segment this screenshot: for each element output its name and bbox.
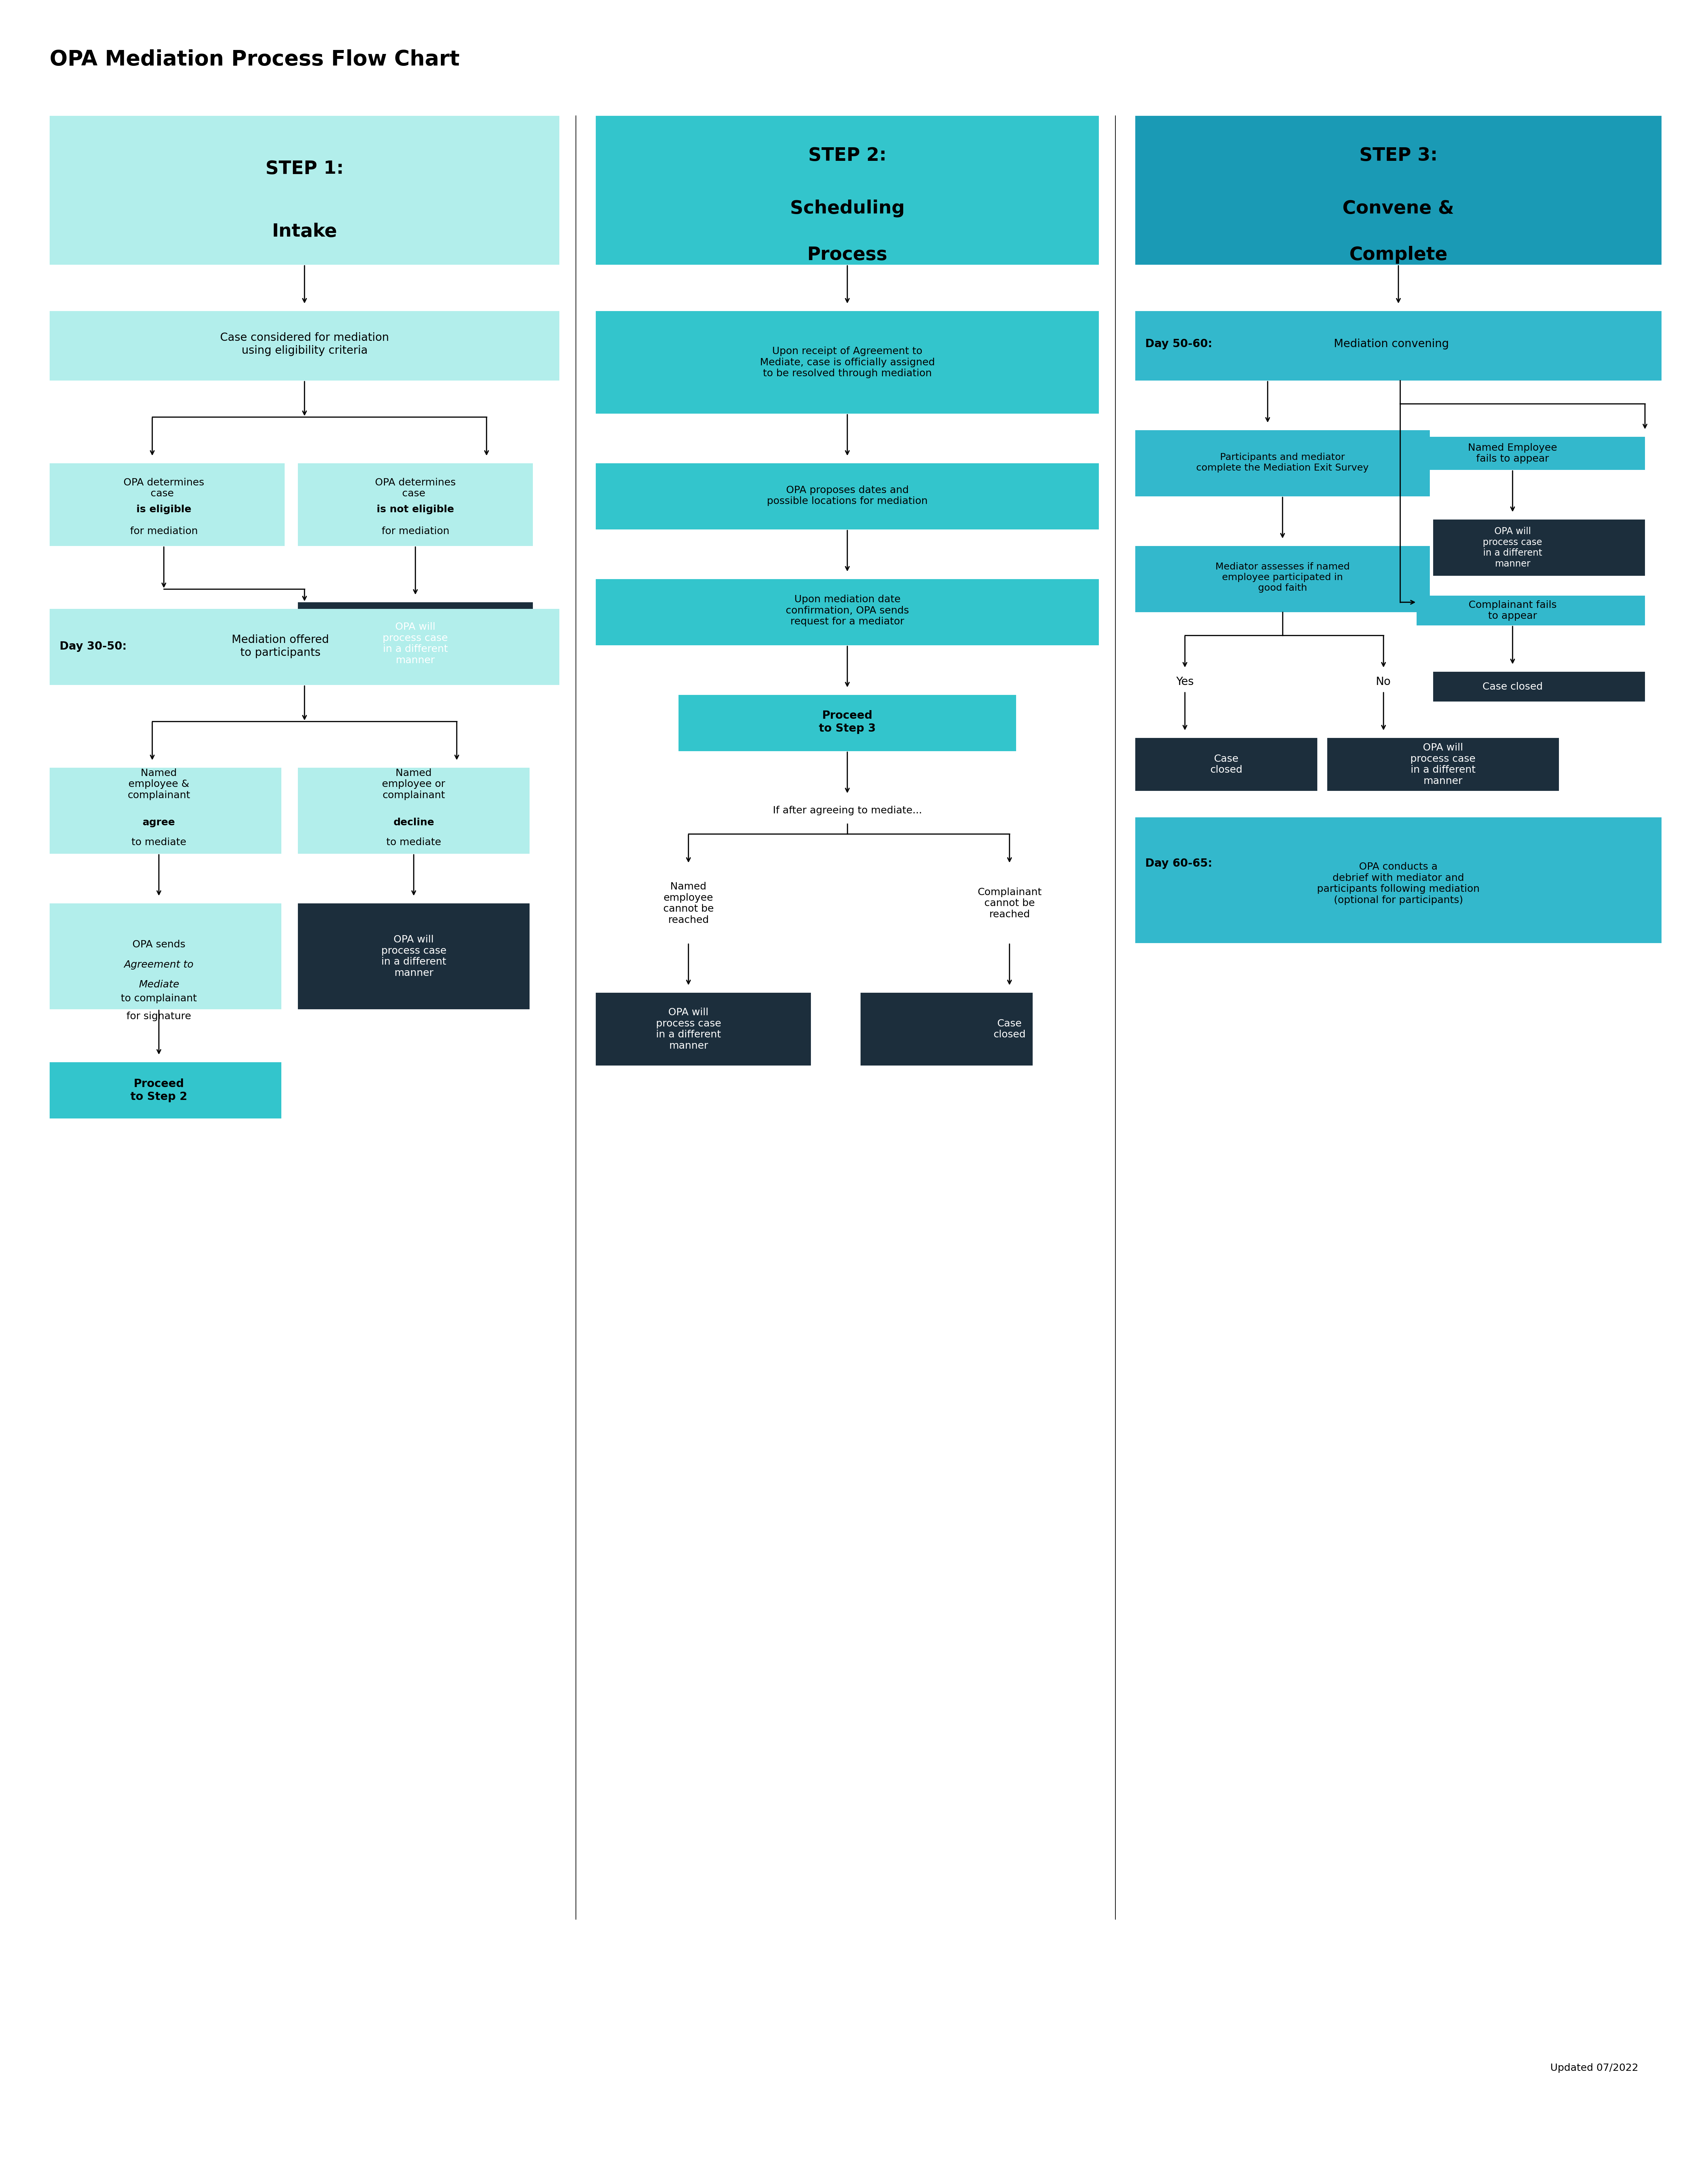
- Bar: [1433, 673, 1646, 701]
- Bar: [49, 769, 282, 854]
- Text: Upon mediation date
confirmation, OPA sends
request for a mediator: Upon mediation date confirmation, OPA se…: [785, 594, 908, 627]
- Text: to mediate: to mediate: [387, 836, 441, 847]
- Text: Participants and mediator
complete the Mediation Exit Survey: Participants and mediator complete the M…: [1197, 452, 1369, 472]
- Text: Upon receipt of Agreement to
Mediate, case is officially assigned
to be resolved: Upon receipt of Agreement to Mediate, ca…: [760, 347, 935, 378]
- Text: Day 60-65:: Day 60-65:: [1144, 858, 1212, 869]
- Text: Case
closed: Case closed: [1210, 753, 1242, 775]
- Text: STEP 1:: STEP 1:: [265, 159, 344, 177]
- Text: Named
employee or
complainant: Named employee or complainant: [381, 769, 446, 799]
- Text: OPA proposes dates and
possible locations for mediation: OPA proposes dates and possible location…: [766, 485, 928, 507]
- Text: Process: Process: [807, 247, 888, 264]
- Text: OPA determines
case: OPA determines case: [123, 478, 204, 498]
- Text: Convene &: Convene &: [1342, 199, 1453, 218]
- Text: to mediate: to mediate: [132, 836, 186, 847]
- Text: STEP 3:: STEP 3:: [1359, 146, 1438, 164]
- Bar: [596, 116, 1099, 264]
- Bar: [49, 609, 559, 686]
- Text: Mediation convening: Mediation convening: [1334, 339, 1448, 349]
- Bar: [49, 904, 282, 1009]
- Text: Updated 07/2022: Updated 07/2022: [1550, 2064, 1639, 2073]
- Text: for mediation: for mediation: [130, 526, 197, 535]
- Bar: [861, 994, 1033, 1066]
- Bar: [596, 310, 1099, 413]
- Bar: [596, 994, 810, 1066]
- Text: Case
closed: Case closed: [993, 1018, 1026, 1040]
- Text: OPA will
process case
in a different
manner: OPA will process case in a different man…: [1484, 526, 1543, 568]
- Text: OPA Mediation Process Flow Chart: OPA Mediation Process Flow Chart: [49, 50, 459, 70]
- Text: Scheduling: Scheduling: [790, 199, 905, 218]
- Text: Proceed
to Step 2: Proceed to Step 2: [130, 1079, 187, 1103]
- Text: for mediation: for mediation: [381, 526, 449, 535]
- Text: Yes: Yes: [1177, 677, 1193, 688]
- Text: to complainant: to complainant: [122, 994, 197, 1002]
- Text: OPA conducts a
debrief with mediator and
participants following mediation
(optio: OPA conducts a debrief with mediator and…: [1317, 863, 1480, 904]
- Text: No: No: [1376, 677, 1391, 688]
- Bar: [297, 463, 533, 546]
- Bar: [297, 904, 530, 1009]
- Text: Mediator assesses if named
employee participated in
good faith: Mediator assesses if named employee part…: [1215, 561, 1350, 592]
- Text: OPA determines
case: OPA determines case: [375, 478, 456, 498]
- Bar: [1136, 310, 1661, 380]
- Text: Mediate: Mediate: [138, 981, 179, 989]
- Text: is eligible: is eligible: [137, 505, 191, 515]
- Text: Named Employee
fails to appear: Named Employee fails to appear: [1469, 443, 1558, 463]
- Text: OPA will
process case
in a different
manner: OPA will process case in a different man…: [1411, 743, 1475, 786]
- Bar: [297, 769, 530, 854]
- Text: Complainant fails
to appear: Complainant fails to appear: [1469, 601, 1556, 620]
- Bar: [1136, 116, 1661, 264]
- Bar: [49, 116, 559, 264]
- Text: Mediation offered
to participants: Mediation offered to participants: [231, 636, 329, 657]
- Text: for signature: for signature: [127, 1011, 191, 1022]
- Bar: [49, 310, 559, 380]
- Text: Day 30-50:: Day 30-50:: [59, 640, 127, 651]
- Bar: [1136, 817, 1661, 943]
- Text: OPA will
process case
in a different
manner: OPA will process case in a different man…: [381, 935, 446, 978]
- Text: Complainant
cannot be
reached: Complainant cannot be reached: [977, 887, 1041, 919]
- Text: Day 50-60:: Day 50-60:: [1144, 339, 1212, 349]
- Text: decline: decline: [393, 817, 434, 828]
- Bar: [596, 463, 1099, 529]
- Bar: [297, 603, 533, 686]
- Text: is not eligible: is not eligible: [376, 505, 454, 515]
- Text: Named
employee
cannot be
reached: Named employee cannot be reached: [663, 882, 714, 924]
- Text: Intake: Intake: [272, 223, 338, 240]
- Text: OPA will
process case
in a different
manner: OPA will process case in a different man…: [383, 622, 447, 666]
- Bar: [596, 579, 1099, 644]
- Bar: [1416, 596, 1646, 625]
- Text: Named
employee &
complainant: Named employee & complainant: [128, 769, 191, 799]
- Text: OPA will
process case
in a different
manner: OPA will process case in a different man…: [657, 1007, 721, 1051]
- Bar: [1136, 546, 1430, 612]
- Text: Agreement to: Agreement to: [123, 959, 194, 970]
- Bar: [49, 1061, 282, 1118]
- Text: If after agreeing to mediate...: If after agreeing to mediate...: [773, 806, 922, 815]
- Bar: [1433, 520, 1646, 577]
- Bar: [1136, 430, 1430, 496]
- Bar: [1327, 738, 1560, 791]
- Text: STEP 2:: STEP 2:: [809, 146, 886, 164]
- Bar: [1136, 738, 1317, 791]
- Bar: [49, 463, 285, 546]
- Text: Case considered for mediation
using eligibility criteria: Case considered for mediation using elig…: [219, 332, 388, 356]
- Text: Case closed: Case closed: [1482, 681, 1543, 692]
- Bar: [1416, 437, 1646, 470]
- Text: Complete: Complete: [1349, 247, 1448, 264]
- Text: agree: agree: [142, 817, 176, 828]
- Text: Proceed
to Step 3: Proceed to Step 3: [819, 710, 876, 734]
- Text: OPA sends: OPA sends: [132, 939, 186, 950]
- Bar: [679, 695, 1016, 751]
